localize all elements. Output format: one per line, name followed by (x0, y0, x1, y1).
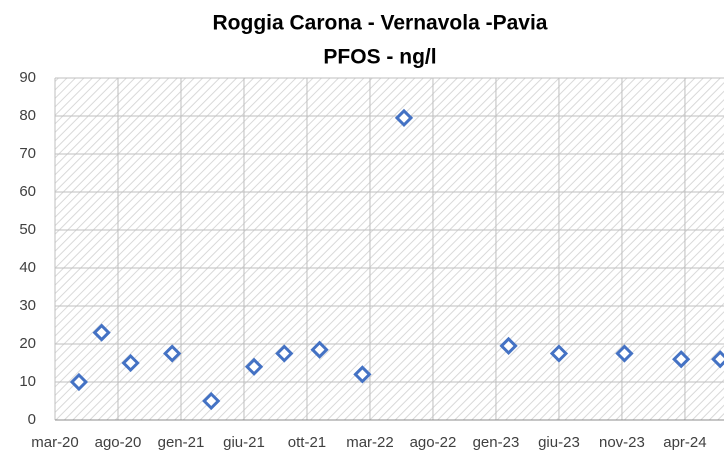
marker (69, 372, 89, 392)
x-tick-label: mar-22 (346, 434, 394, 451)
marker (615, 344, 634, 363)
y-tick-label: 40 (19, 259, 36, 276)
marker (353, 365, 372, 384)
y-tick-label: 30 (19, 297, 36, 314)
x-tick-label: giu-23 (538, 434, 580, 451)
x-tick-label: nov-23 (599, 434, 645, 451)
marker (275, 344, 294, 363)
marker (163, 344, 182, 363)
y-tick-label: 0 (28, 411, 36, 428)
y-tick-label: 70 (19, 145, 36, 162)
y-tick-label: 90 (19, 69, 36, 86)
x-tick-label: giu-21 (223, 434, 265, 451)
marker (121, 353, 140, 373)
y-tick-label: 10 (19, 373, 36, 390)
marker (672, 350, 691, 369)
x-tick-label: apr-24 (663, 434, 706, 451)
marker (244, 357, 264, 376)
marker (310, 340, 329, 359)
marker (499, 336, 518, 356)
x-tick-label: mar-20 (31, 434, 79, 451)
chart-title: Roggia Carona - Vernavola -Pavia (213, 12, 548, 35)
x-tick-label: ott-21 (288, 434, 326, 451)
marker (549, 344, 569, 363)
y-tick-label: 60 (19, 183, 36, 200)
y-tick-label: 80 (19, 107, 36, 124)
marker (711, 350, 724, 369)
x-tick-label: gen-23 (473, 434, 520, 451)
x-tick-label: ago-22 (410, 434, 457, 451)
x-tick-label: ago-20 (95, 434, 142, 451)
x-tick-label: gen-21 (158, 434, 205, 451)
plot-area (55, 78, 724, 420)
y-tick-label: 50 (19, 221, 36, 238)
marker (202, 391, 221, 411)
chart-subtitle: PFOS - ng/l (323, 46, 436, 69)
marker (92, 323, 111, 342)
y-tick-label: 20 (19, 335, 36, 352)
marker (394, 108, 414, 128)
